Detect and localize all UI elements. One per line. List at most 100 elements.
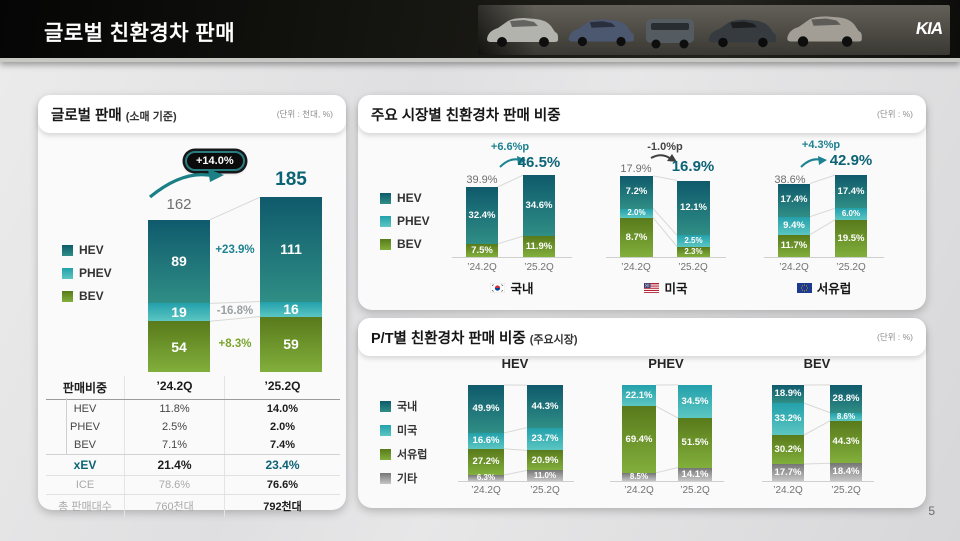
connector-lines (809, 174, 836, 236)
phev-mix-chart: 22.1% 69.4% 8.5% 34.5% 51.5% 14.1% (622, 382, 712, 481)
row-label: BEV (73, 439, 96, 451)
table-header-cell: ’24.2Q (124, 376, 224, 399)
legend-swatch (380, 448, 391, 460)
axis-line (762, 481, 874, 482)
row-label: ICE (75, 479, 95, 491)
europe-change: +4.3%p (801, 139, 841, 151)
segment-value: 51.5% (681, 437, 709, 449)
korea-total-25q: 46.5% (517, 154, 561, 171)
segment-value: 20.9% (531, 454, 559, 466)
x-label-25q: ’25.2Q (524, 262, 554, 273)
segment-PHEV: 6.0% (835, 208, 867, 220)
cars-image (487, 16, 862, 49)
segment-서유럽: 20.9% (527, 450, 563, 471)
bar-25q: 34.6% 11.9% (523, 175, 555, 257)
segment-value: 23.7% (531, 433, 559, 445)
x-label-25q: ’25.2Q (678, 262, 708, 273)
legend-item-PHEV: PHEV (380, 214, 430, 228)
segment-value: 17.4% (837, 185, 865, 197)
us-arrow-icon (650, 154, 677, 162)
x-label-25q: ’25.2Q (530, 485, 560, 496)
us-region-label: 미국 (606, 278, 726, 297)
legend-item-PHEV: PHEV (62, 266, 112, 280)
segment-서유럽: 27.2% (468, 448, 504, 475)
segment-value: 2.5% (684, 235, 703, 245)
powertrain-legend: 국내 미국 서유럽 기타 (380, 398, 427, 486)
x-label-25q: ’25.2Q (836, 262, 866, 273)
powertrain-share-header: P/T별 친환경차 판매 비중 (주요시장) (단위 : %) (358, 318, 926, 356)
total-change-badge: +14.0% (185, 151, 245, 171)
korea-total-24q: 39.9% (466, 174, 498, 186)
segment-미국: 8.6% (830, 411, 862, 421)
page-number: 5 (928, 504, 935, 518)
segment-value: 28.8% (832, 392, 860, 404)
table-row-xEV: xEV 21.4% 23.4% (46, 454, 340, 475)
hev-change: +23.9% (215, 244, 255, 256)
legend-item-BEV: BEV (62, 289, 112, 303)
powertrain-share-title: P/T별 친환경차 판매 비중 (주요시장) (371, 327, 578, 348)
us-total-24q: 17.9% (620, 163, 652, 175)
europe-arrow-icon (800, 156, 827, 168)
legend-swatch (62, 290, 73, 302)
bar-24q: 18.9% 33.2% 30.2% 17.7% (772, 385, 804, 481)
segment-value: 6.0% (841, 209, 861, 219)
powertrain-share-panel: P/T별 친환경차 판매 비중 (주요시장) (단위 : %) 국내 미국 서유럽 기… (358, 318, 926, 508)
row-group-bracket (66, 398, 67, 454)
legend-label: 기타 (397, 473, 418, 485)
x-label-25q: ’25.2Q (831, 485, 861, 496)
segment-BEV: 7.5% (466, 243, 498, 257)
korea-region-label: 국내 (452, 278, 572, 297)
global-sales-title: 글로벌 판매 (소매 기준) (51, 104, 177, 125)
hev-group-title: HEV (501, 356, 529, 371)
segment-value: 7.2% (625, 186, 648, 198)
segment-value: 8.5% (629, 471, 649, 481)
segment-value: 32.4% (468, 209, 496, 221)
bar-25q: 44.3% 23.7% 20.9% 11.0% (527, 385, 563, 481)
unit-label: (단위 : 천대, %) (276, 109, 333, 119)
legend-swatch (380, 238, 391, 250)
total-24q: 162 (166, 196, 192, 213)
connector-lines (803, 384, 831, 465)
phev-group-title: PHEV (648, 356, 684, 371)
segment-서유럽: 30.2% (772, 435, 804, 464)
x-label-24q: ’24.2Q (471, 485, 501, 496)
segment-value: 34.6% (525, 199, 553, 211)
eu-flag-icon (796, 282, 812, 293)
us-flag-icon (644, 282, 660, 293)
row-value: 76.6% (224, 476, 340, 494)
legend-label: 국내 (397, 401, 418, 413)
legend-item-미국: 미국 (380, 422, 427, 438)
connector-lines (209, 196, 261, 322)
row-value: 792천대 (224, 495, 340, 517)
segment-국내: 49.9% (468, 385, 504, 434)
table-row-총 판매대수: 총 판매대수 760천대 792천대 (46, 494, 340, 517)
segment-HEV: 34.6% (523, 175, 555, 237)
segment-value: 12.1% (680, 202, 707, 214)
segment-value: 18.4% (832, 466, 860, 478)
market-share-panel: 주요 시장별 친환경차 판매 비중 (단위 : %) HEV PHEV BEV +6… (358, 95, 926, 310)
segment-value: 89 (171, 253, 187, 270)
segment-value: 14.1% (681, 468, 709, 480)
segment-PHEV: 16 (260, 301, 322, 317)
segment-기타: 14.1% (678, 467, 712, 481)
global-sales-header: 글로벌 판매 (소매 기준) (단위 : 천대, %) (38, 95, 346, 133)
bar-24q: 17.4% 9.4% 11.7% (778, 183, 810, 257)
legend-swatch (380, 472, 391, 484)
legend-label: PHEV (397, 214, 430, 228)
segment-value: 17.7% (774, 466, 802, 478)
legend-swatch (380, 424, 391, 436)
legend-swatch (62, 267, 73, 279)
europe-chart: 17.4% 9.4% 11.7% 17.4% 6.0% 19.5% (778, 155, 867, 257)
segment-HEV: 32.4% (466, 186, 498, 244)
hev-mix-chart: 49.9% 16.6% 27.2% 6.3% 44.3% 23.7% 20.9% 11.0% (468, 382, 563, 482)
us-total-25q: 16.9% (671, 158, 715, 175)
bar-25q: 28.8% 8.6% 44.3% 18.4% (830, 384, 862, 481)
row-label: 총 판매대수 (58, 501, 112, 513)
unit-label: (단위 : %) (877, 109, 913, 119)
global-legend: HEV PHEV BEV (62, 243, 112, 303)
bar-25q: 17.4% 6.0% 19.5% (835, 175, 867, 257)
segment-BEV: 11.9% (523, 236, 555, 257)
legend-label: 미국 (397, 425, 418, 437)
header-bar: 글로벌 친환경차 판매 (0, 0, 960, 62)
segment-value: 8.6% (836, 411, 856, 421)
